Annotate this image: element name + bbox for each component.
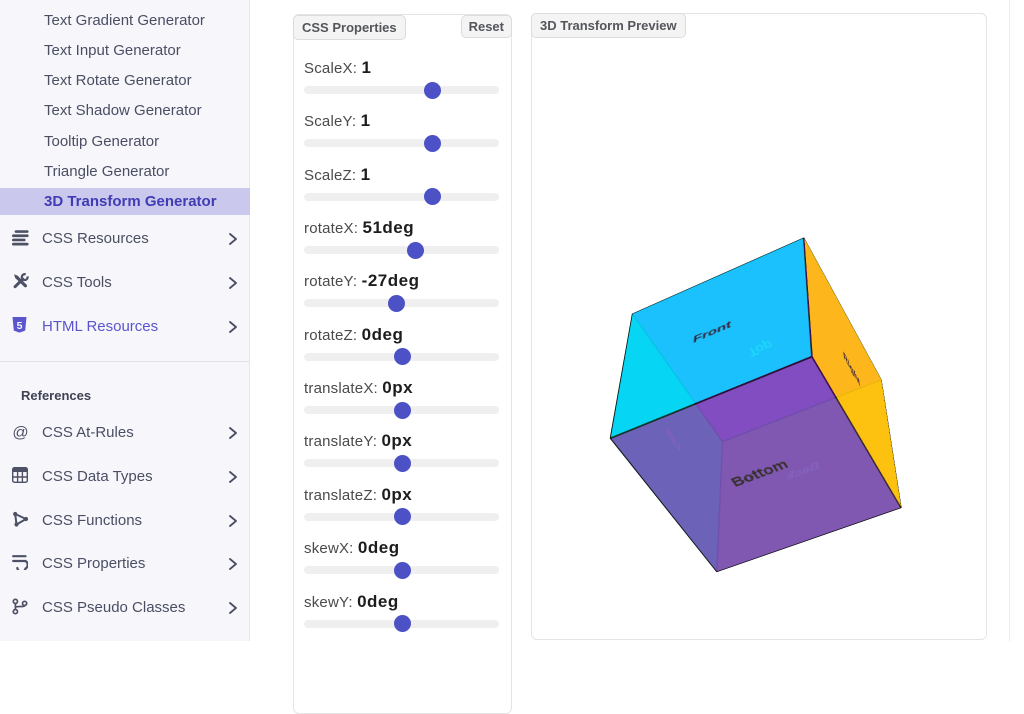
- svg-text:5: 5: [17, 320, 23, 332]
- svg-text:@: @: [12, 424, 28, 441]
